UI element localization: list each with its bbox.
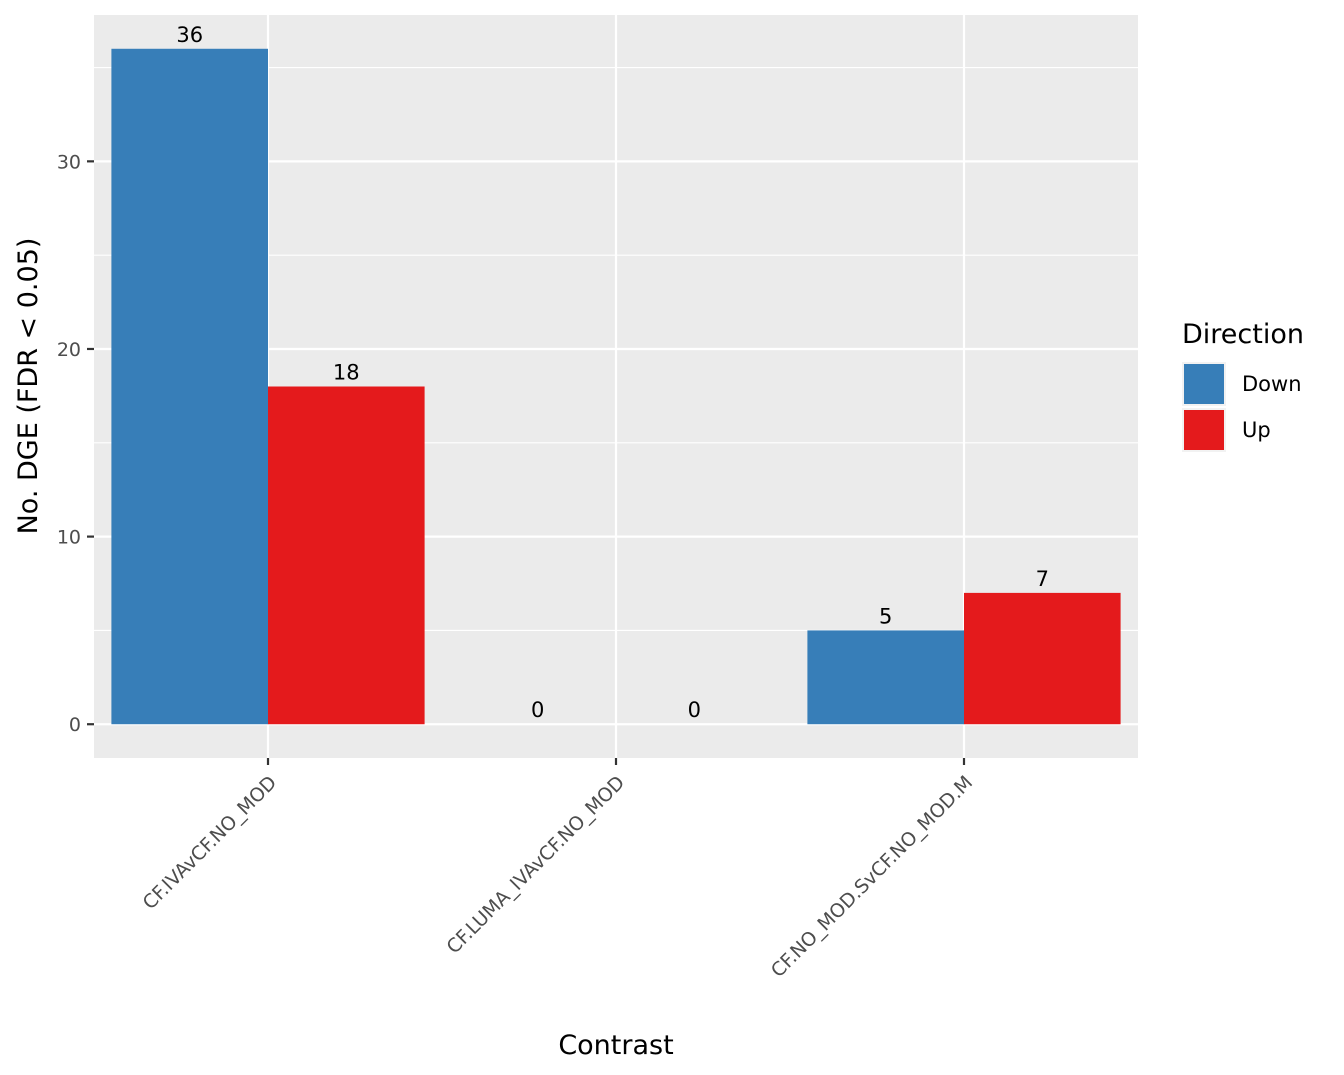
- bar-down: [111, 48, 269, 725]
- legend-label: Up: [1242, 418, 1271, 442]
- bars: [111, 48, 1121, 725]
- bar-up: [964, 592, 1121, 725]
- y-axis-title: No. DGE (FDR < 0.05): [13, 238, 44, 535]
- x-axis: CF.IVAvCF.NO_MOD CF.LUMA_IVAvCF.NO_MOD CF.…: [139, 758, 977, 982]
- legend-title: Direction: [1182, 319, 1304, 350]
- bar-value-label: 0: [531, 698, 544, 722]
- x-tick-label: CF.LUMA_IVAvCF.NO_MOD: [442, 772, 629, 959]
- legend-item-up: Up: [1182, 408, 1271, 452]
- legend-item-down: Down: [1182, 362, 1302, 406]
- bar-value-label: 5: [879, 604, 892, 628]
- legend: Direction Down Up: [1182, 319, 1304, 452]
- x-tick-label: CF.IVAvCF.NO_MOD: [139, 772, 282, 915]
- y-tick-label: 20: [57, 339, 81, 361]
- y-tick-label: 10: [57, 527, 81, 549]
- bar-down: [807, 630, 964, 725]
- bar-value-label: 0: [688, 698, 701, 722]
- bar-up: [268, 386, 425, 725]
- legend-swatch: [1184, 364, 1224, 404]
- x-axis-title: Contrast: [558, 1030, 673, 1061]
- bar-value-label: 36: [176, 23, 203, 47]
- y-tick-label: 30: [57, 151, 81, 173]
- x-tick-label: CF.NO_MOD.SvCF.NO_MOD.M: [767, 772, 977, 982]
- legend-swatch: [1184, 410, 1224, 450]
- bar-value-label: 7: [1036, 567, 1049, 591]
- bar-value-label: 18: [333, 361, 360, 385]
- bar-value-labels: 36 0 5 18 0 7: [176, 23, 1049, 722]
- legend-label: Down: [1242, 372, 1302, 396]
- y-tick-label: 0: [69, 714, 81, 736]
- y-axis: 0 10 20 30: [57, 151, 94, 736]
